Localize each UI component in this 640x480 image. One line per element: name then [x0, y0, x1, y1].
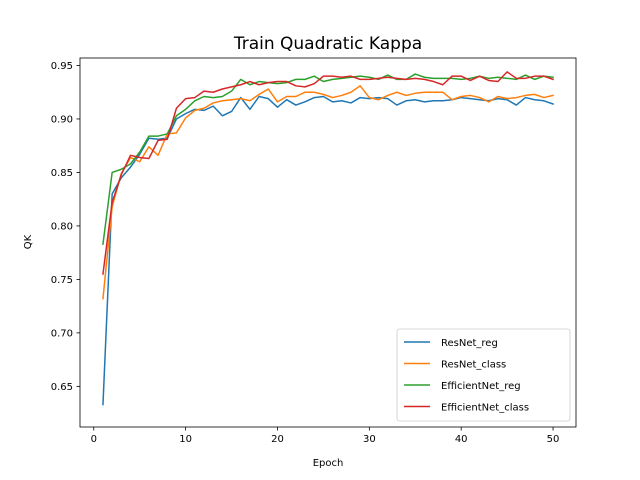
- axes-layer: 0 10 20 30 40 50 0.65 0.70 0.75 0.80 0.85 0.90 0.95: [51, 57, 577, 445]
- x-tick-label: 20: [271, 434, 284, 445]
- legend-label-EfficientNet_reg: EfficientNet_reg: [441, 381, 521, 392]
- legend-label-EfficientNet_class: EfficientNet_class: [441, 403, 529, 414]
- plot-frame: [79, 57, 577, 428]
- legend-label-ResNet_class: ResNet_class: [441, 360, 506, 371]
- y-tick-label: 0.65: [51, 382, 73, 393]
- chart-title: Train Quadratic Kappa: [233, 34, 422, 54]
- x-tick-label: 50: [547, 434, 560, 445]
- y-tick-label: 0.70: [51, 328, 73, 339]
- legend-box: [396, 328, 571, 422]
- series-line-ResNet_reg: [102, 95, 554, 406]
- x-tick-label: 40: [455, 434, 468, 445]
- legend-label-ResNet_reg: ResNet_reg: [441, 338, 498, 349]
- x-tick-label: 30: [363, 434, 376, 445]
- x-tick-label: 0: [91, 434, 97, 445]
- y-tick-label: 0.90: [51, 114, 73, 125]
- y-tick-label: 0.95: [51, 61, 73, 72]
- x-axis-label: Epoch: [313, 458, 344, 469]
- y-axis-label: QK: [23, 234, 34, 249]
- series-line-ResNet_class: [102, 85, 554, 300]
- series-layer: [102, 71, 554, 406]
- x-tick-label: 10: [179, 434, 192, 445]
- y-tick-label: 0.80: [51, 221, 73, 232]
- series-line-EfficientNet_class: [102, 71, 554, 275]
- legend: ResNet_reg ResNet_class EfficientNet_reg Ef…: [396, 328, 571, 422]
- y-tick-label: 0.85: [51, 168, 73, 179]
- y-tick-label: 0.75: [51, 275, 73, 286]
